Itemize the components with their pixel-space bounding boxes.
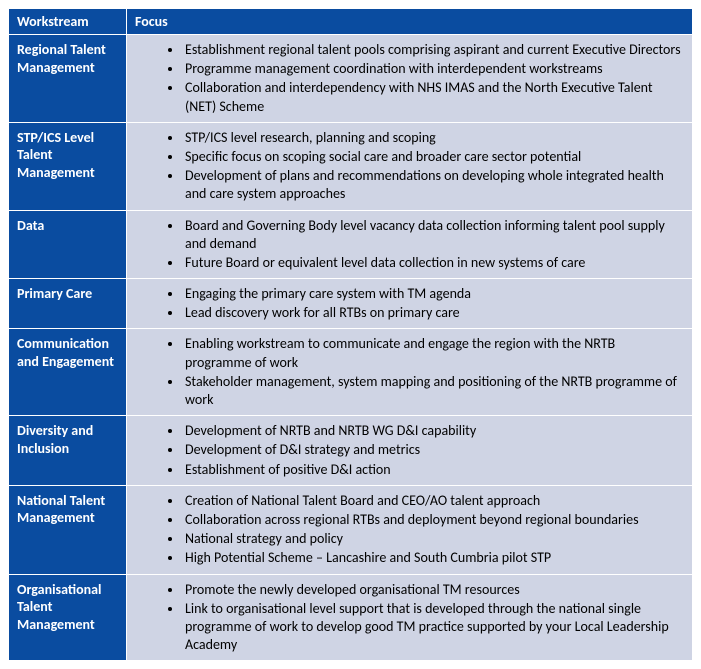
focus-list: Development of NRTB and NRTB WG D&I capa…	[131, 422, 684, 479]
focus-item: Link to organisational level support tha…	[183, 600, 684, 655]
workstream-cell: Organisational Talent Management	[9, 574, 127, 661]
focus-list: Enabling workstream to communicate and e…	[131, 335, 684, 409]
table-row: Regional Talent Management Establishment …	[9, 35, 693, 123]
focus-item: Specific focus on scoping social care an…	[183, 148, 684, 166]
focus-list: Engaging the primary care system with TM…	[131, 285, 684, 322]
focus-cell: Board and Governing Body level vacancy d…	[127, 210, 693, 279]
workstream-cell: STP/ICS Level Talent Management	[9, 122, 127, 210]
workstream-cell: Primary Care	[9, 279, 127, 329]
workstream-cell: National Talent Management	[9, 485, 127, 574]
focus-item: Lead discovery work for all RTBs on prim…	[183, 304, 684, 322]
focus-item: National strategy and policy	[183, 530, 684, 548]
focus-item: Collaboration across regional RTBs and d…	[183, 511, 684, 529]
focus-cell: Development of NRTB and NRTB WG D&I capa…	[127, 416, 693, 486]
table-row: STP/ICS Level Talent Management STP/ICS l…	[9, 122, 693, 210]
table-row: Diversity and Inclusion Development of NR…	[9, 416, 693, 486]
focus-item: Enabling workstream to communicate and e…	[183, 335, 684, 371]
focus-item: Establishment of positive D&I action	[183, 461, 684, 479]
header-workstream: Workstream	[9, 9, 127, 35]
focus-item: Engaging the primary care system with TM…	[183, 285, 684, 303]
table-row: Organisational Talent Management Promote …	[9, 574, 693, 661]
focus-item: Future Board or equivalent level data co…	[183, 254, 684, 272]
focus-item: STP/ICS level research, planning and sco…	[183, 129, 684, 147]
focus-cell: Enabling workstream to communicate and e…	[127, 329, 693, 416]
focus-cell: STP/ICS level research, planning and sco…	[127, 122, 693, 210]
focus-list: Creation of National Talent Board and CE…	[131, 492, 684, 568]
focus-item: Stakeholder management, system mapping a…	[183, 373, 684, 409]
focus-list: Establishment regional talent pools comp…	[131, 41, 684, 116]
workstream-cell: Diversity and Inclusion	[9, 416, 127, 486]
focus-list: STP/ICS level research, planning and sco…	[131, 129, 684, 204]
focus-item: High Potential Scheme – Lancashire and S…	[183, 549, 684, 567]
focus-item: Programme management coordination with i…	[183, 60, 684, 78]
workstream-cell: Communication and Engagement	[9, 329, 127, 416]
table-row: Communication and Engagement Enabling wor…	[9, 329, 693, 416]
focus-item: Collaboration and interdependency with N…	[183, 79, 684, 115]
table-row: National Talent Management Creation of Na…	[9, 485, 693, 574]
focus-item: Establishment regional talent pools comp…	[183, 41, 684, 59]
focus-item: Board and Governing Body level vacancy d…	[183, 217, 684, 253]
focus-cell: Establishment regional talent pools comp…	[127, 35, 693, 123]
table-header-row: Workstream Focus	[9, 9, 693, 35]
workstream-table: Workstream Focus Regional Talent Managem…	[8, 8, 693, 661]
table-row: Primary Care Engaging the primary care sy…	[9, 279, 693, 329]
focus-item: Development of D&I strategy and metrics	[183, 441, 684, 459]
focus-cell: Creation of National Talent Board and CE…	[127, 485, 693, 574]
focus-list: Promote the newly developed organisation…	[131, 581, 684, 655]
workstream-cell: Regional Talent Management	[9, 35, 127, 123]
table-row: Data Board and Governing Body level vacan…	[9, 210, 693, 279]
focus-cell: Engaging the primary care system with TM…	[127, 279, 693, 329]
focus-cell: Promote the newly developed organisation…	[127, 574, 693, 661]
focus-item: Creation of National Talent Board and CE…	[183, 492, 684, 510]
focus-item: Development of NRTB and NRTB WG D&I capa…	[183, 422, 684, 440]
focus-item: Promote the newly developed organisation…	[183, 581, 684, 599]
header-focus: Focus	[127, 9, 693, 35]
table-body: Regional Talent Management Establishment …	[9, 35, 693, 661]
workstream-cell: Data	[9, 210, 127, 279]
focus-list: Board and Governing Body level vacancy d…	[131, 217, 684, 273]
focus-item: Development of plans and recommendations…	[183, 167, 684, 203]
